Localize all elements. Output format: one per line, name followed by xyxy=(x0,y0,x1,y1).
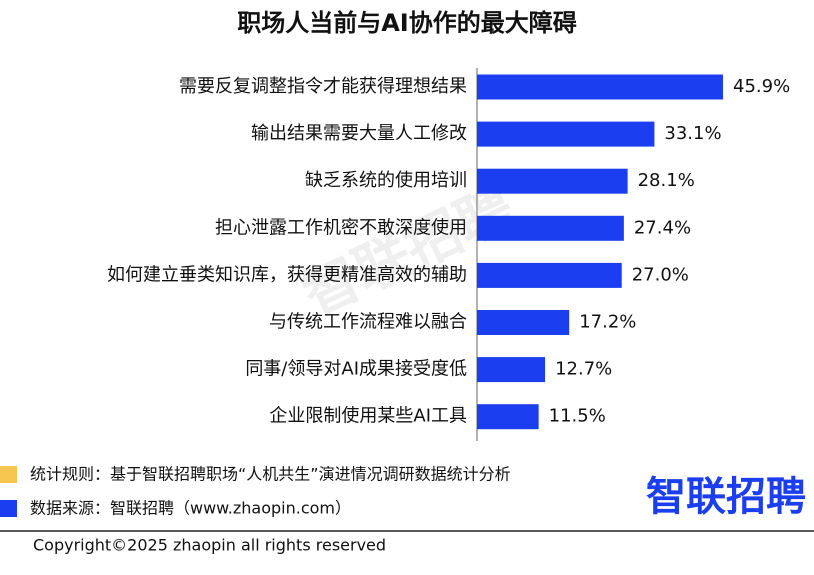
data-label: 45.9% xyxy=(733,76,790,97)
y-tick-label: 与传统工作流程难以融合 xyxy=(269,312,467,333)
watermark: 智联招聘 xyxy=(293,175,523,329)
y-tick-label: 需要反复调整指令才能获得理想结果 xyxy=(179,76,467,97)
note-marker xyxy=(0,466,17,483)
data-label: 11.5% xyxy=(549,406,606,427)
y-tick-label: 缺乏系统的使用培训 xyxy=(305,170,467,191)
data-label: 17.2% xyxy=(579,312,636,333)
bar xyxy=(477,168,628,194)
y-tick-label: 企业限制使用某些AI工具 xyxy=(269,406,467,427)
data-label: 27.0% xyxy=(632,264,689,285)
note: 数据来源：智联招聘（www.zhaopin.com） xyxy=(30,499,351,518)
bar xyxy=(477,310,570,335)
bar xyxy=(477,74,724,100)
bar xyxy=(477,404,539,430)
bar xyxy=(477,262,622,288)
chart-title: 职场人当前与AI协作的最大障碍 xyxy=(237,9,577,37)
bar xyxy=(477,121,655,147)
data-label: 33.1% xyxy=(664,123,721,144)
y-tick-label: 输出结果需要大量人工修改 xyxy=(251,123,467,144)
data-label: 27.4% xyxy=(634,217,691,238)
y-tick-label: 如何建立垂类知识库，获得更精准高效的辅助 xyxy=(107,264,467,285)
bar xyxy=(477,215,624,241)
y-tick-label: 担心泄露工作机密不敢深度使用 xyxy=(215,217,467,238)
logo: 智联招聘 xyxy=(646,474,806,520)
y-tick-label: 同事/领导对AI成果接受度低 xyxy=(245,359,467,380)
note: 统计规则：基于智联招聘职场“人机共生”演进情况调研数据统计分析 xyxy=(30,465,511,484)
copyright: Copyright©2025 zhaopin all rights reserv… xyxy=(33,536,386,555)
bar xyxy=(477,357,546,383)
data-label: 12.7% xyxy=(555,359,612,380)
note-marker xyxy=(0,500,17,517)
data-label: 28.1% xyxy=(638,170,695,191)
